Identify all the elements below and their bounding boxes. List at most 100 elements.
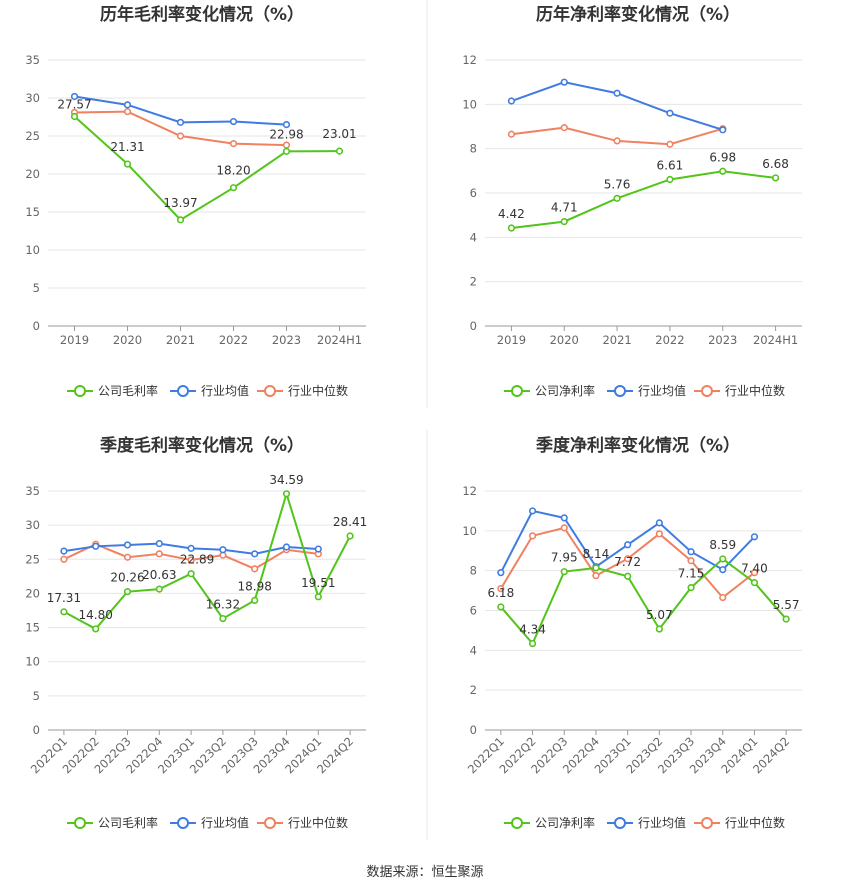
legend-industry-avg[interactable]: 行业均值 [638,815,686,830]
data-point-company[interactable] [771,174,780,182]
data-point-industry-avg[interactable] [719,126,727,134]
data-point-industry-avg[interactable] [613,89,621,97]
data-point-industry-median[interactable] [176,132,185,140]
data-point-industry-avg[interactable] [624,541,632,549]
y-tick-label: 6 [470,604,477,618]
data-point-industry-avg[interactable] [528,507,537,515]
data-point-industry-median[interactable] [750,569,759,577]
data-point-industry-avg[interactable] [655,519,663,527]
data-point-industry-avg[interactable] [92,542,100,550]
data-point-industry-median[interactable] [687,557,695,565]
data-point-company[interactable] [719,555,727,563]
data-point-industry-median[interactable] [251,565,259,573]
data-point-industry-median[interactable] [560,124,568,132]
data-label: 22.98 [269,127,303,141]
legend-company[interactable]: 公司净利率 [535,815,595,830]
data-point-industry-avg[interactable] [497,569,505,577]
data-point-company[interactable] [560,217,568,226]
y-tick-label: 10 [25,655,40,669]
data-point-industry-avg[interactable] [60,547,68,555]
legend: 公司毛利率 行业均值 行业中位数 [67,383,348,398]
data-source: 数据来源：恒生聚源 [366,865,483,880]
data-point-industry-median[interactable] [282,141,291,149]
data-point-industry-median[interactable] [155,550,163,558]
data-point-company[interactable] [346,532,354,540]
data-point-industry-median[interactable] [655,530,663,538]
data-point-company[interactable] [592,564,600,572]
legend-industry-avg[interactable]: 行业均值 [201,383,249,398]
data-point-industry-avg[interactable] [123,101,132,109]
data-point-company[interactable] [624,572,632,580]
data-point-company[interactable] [282,147,291,155]
legend-industry-median[interactable]: 行业中位数 [725,815,785,830]
data-point-company[interactable] [219,614,227,623]
legend-industry-median[interactable]: 行业中位数 [288,815,348,830]
data-point-industry-avg[interactable] [219,546,227,554]
data-point-industry-median[interactable] [666,140,674,148]
data-point-industry-median[interactable] [560,524,568,532]
data-point-industry-median[interactable] [229,140,238,148]
data-point-company[interactable] [497,603,505,611]
data-point-company[interactable] [528,639,537,648]
data-point-company[interactable] [123,160,132,168]
data-point-industry-median[interactable] [613,137,621,145]
y-tick-label: 4 [470,643,477,657]
data-point-company[interactable] [719,167,727,175]
data-point-company[interactable] [123,588,132,596]
data-label: 20.26 [110,571,144,585]
data-point-industry-avg[interactable] [314,545,322,553]
legend-industry-median[interactable]: 行业中位数 [725,383,785,398]
data-point-company[interactable] [155,585,163,593]
data-point-industry-median[interactable] [507,130,516,138]
data-point-company[interactable] [560,568,568,576]
data-point-company[interactable] [335,147,344,155]
legend-company[interactable]: 公司毛利率 [98,815,158,830]
data-point-industry-avg[interactable] [123,541,132,549]
data-point-industry-median[interactable] [528,532,537,540]
data-point-industry-avg[interactable] [251,550,259,558]
data-point-industry-median[interactable] [123,553,132,561]
data-point-company[interactable] [70,112,79,121]
legend-industry-avg[interactable]: 行业均值 [638,383,686,398]
data-point-industry-median[interactable] [592,572,600,580]
data-point-company[interactable] [251,596,259,604]
legend-industry-median[interactable]: 行业中位数 [288,383,348,398]
data-point-industry-avg[interactable] [70,92,79,101]
data-point-industry-median[interactable] [497,584,505,593]
data-point-industry-median[interactable] [123,108,132,116]
data-point-industry-avg[interactable] [155,539,163,548]
data-point-company[interactable] [229,184,238,192]
data-point-company[interactable] [655,625,663,633]
data-point-company[interactable] [187,570,195,578]
data-point-industry-avg[interactable] [282,543,291,551]
data-point-industry-avg[interactable] [687,548,695,556]
legend-industry-avg[interactable]: 行业均值 [201,815,249,830]
data-point-industry-median[interactable] [187,556,195,564]
legend-company[interactable]: 公司毛利率 [98,383,158,398]
data-point-company[interactable] [782,615,790,623]
data-point-industry-avg[interactable] [666,109,674,117]
data-point-company[interactable] [314,593,322,601]
data-point-company[interactable] [507,224,516,232]
data-point-company[interactable] [176,216,185,224]
data-point-industry-median[interactable] [624,555,632,563]
data-point-industry-avg[interactable] [719,566,727,574]
data-point-industry-avg[interactable] [229,117,238,126]
data-point-industry-avg[interactable] [750,533,759,541]
data-point-industry-avg[interactable] [282,120,291,129]
data-point-industry-avg[interactable] [560,78,568,86]
data-point-industry-avg[interactable] [176,118,185,126]
data-point-company[interactable] [92,625,100,633]
data-point-company[interactable] [687,583,695,592]
data-point-industry-avg[interactable] [507,97,516,105]
data-point-company[interactable] [282,490,291,498]
data-point-company[interactable] [60,608,68,616]
data-point-industry-avg[interactable] [560,514,568,522]
data-point-industry-median[interactable] [60,555,68,563]
data-point-industry-median[interactable] [719,593,727,602]
data-point-company[interactable] [613,194,621,202]
legend-company[interactable]: 公司净利率 [535,383,595,398]
data-point-industry-avg[interactable] [187,544,195,552]
data-point-company[interactable] [666,175,674,184]
data-point-company[interactable] [750,579,759,587]
